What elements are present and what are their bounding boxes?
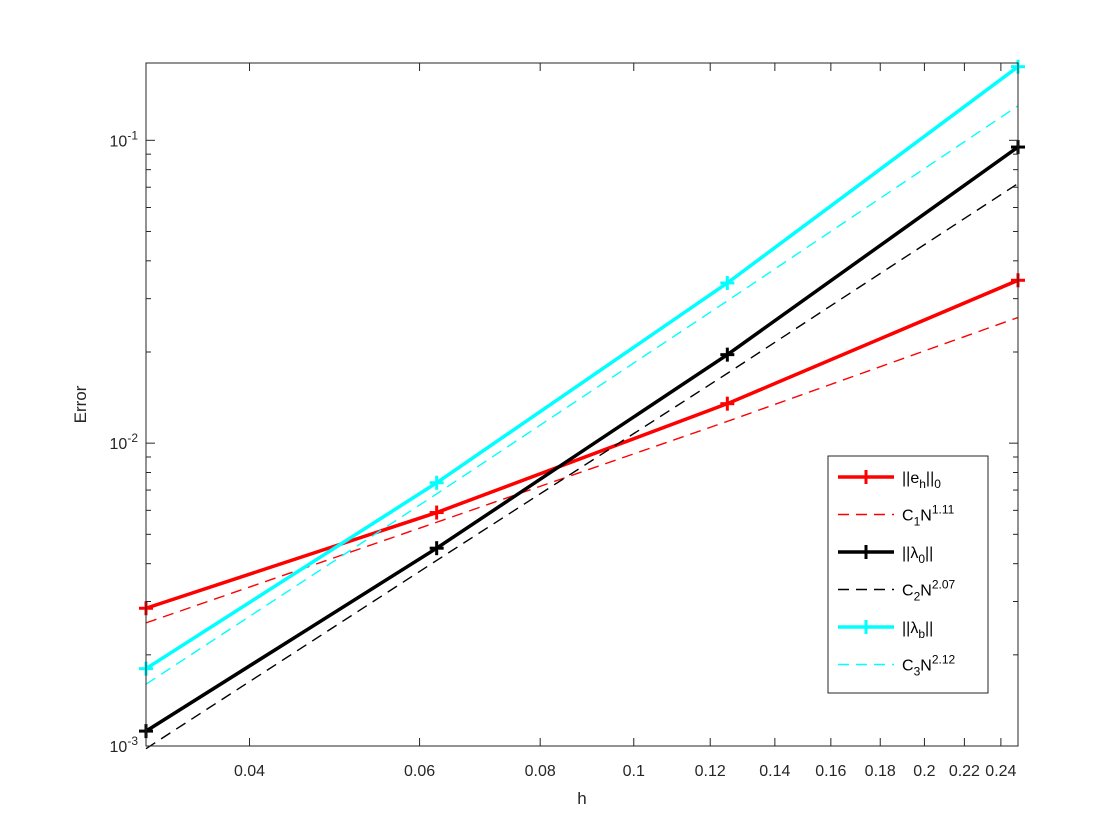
x-tick-label: 0.08 [525, 763, 556, 780]
legend-box [827, 455, 989, 694]
y-tick-label: 10-1 [110, 128, 139, 150]
x-tick-label: 0.1 [623, 763, 645, 780]
y-tick-label: 10-3 [110, 734, 139, 756]
y-axis: 10-3 10-2 10-1 [110, 128, 1018, 756]
data-point-marker [429, 541, 444, 556]
plot-frame [145, 62, 1019, 747]
y-tick-label: 10-2 [110, 431, 139, 453]
legend-entry-label: ||eh||0 [902, 470, 941, 491]
x-tick-label: 0.06 [404, 763, 435, 780]
data-point-marker [720, 275, 735, 290]
series-line-2 [145, 316, 1019, 624]
data-point-marker [429, 475, 444, 490]
x-tick-label: 0.22 [949, 763, 980, 780]
series-line-4 [145, 182, 1019, 750]
y-axis-title: Error [71, 385, 90, 423]
x-tick-label: 0.18 [865, 763, 896, 780]
x-tick-label: 0.04 [234, 763, 265, 780]
series-line-3 [145, 145, 1020, 733]
legend: ||eh||0 C1N1.11 ||λ0|| C2N2.07 ||λb|| C3N2.12 [827, 455, 989, 694]
series-line-1 [145, 278, 1019, 610]
data-point-marker [720, 347, 735, 362]
x-axis-title: h [577, 789, 586, 808]
legend-entry-label: ||λb|| [902, 620, 933, 641]
x-tick-label: 0.12 [695, 763, 726, 780]
data-point-marker [720, 396, 735, 411]
x-tick-label: 0.14 [759, 763, 790, 780]
x-tick-label: 0.2 [913, 763, 935, 780]
x-tick-label: 0.16 [815, 763, 846, 780]
data-point-marker [429, 505, 444, 520]
series-line-6 [145, 105, 1019, 685]
x-tick-label: 0.24 [985, 763, 1016, 780]
legend-entry-label: C1N1.11 [902, 503, 955, 529]
legend-entry-label: C2N2.07 [902, 578, 955, 604]
x-axis: 0.04 0.06 0.08 0.1 0.12 0.14 0.16 0.18 0.2 0.22 0.… [234, 63, 1017, 780]
series-line-5 [145, 65, 1020, 671]
legend-entry-label: ||λ0|| [902, 545, 933, 566]
legend-entry-label: C3N2.12 [902, 653, 955, 679]
